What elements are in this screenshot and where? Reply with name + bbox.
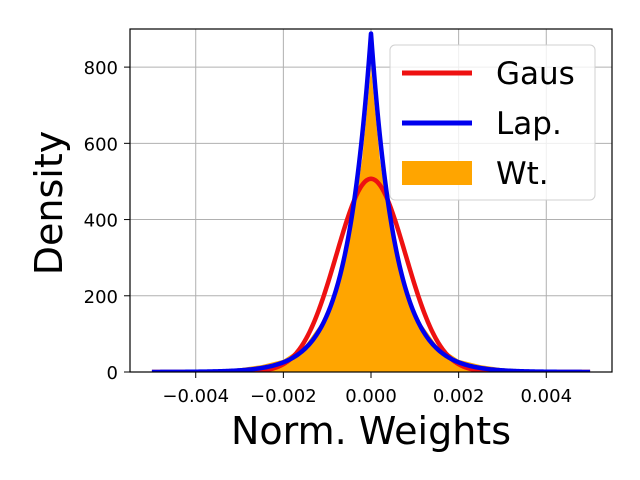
x-tick-label: −0.002 <box>250 386 317 407</box>
x-tick-label: −0.004 <box>162 386 229 407</box>
y-tick-label: 0 <box>107 363 118 384</box>
y-tick-label: 800 <box>84 58 118 79</box>
y-tick-label: 200 <box>84 287 118 308</box>
series-line-lap <box>150 31 592 372</box>
x-axis-title: Norm. Weights <box>231 409 511 453</box>
legend-swatch-wt <box>402 161 472 185</box>
legend: Gaus Lap. Wt. <box>389 44 596 201</box>
legend-label-gaus: Gaus <box>496 56 575 92</box>
x-tick-label: 0.000 <box>345 386 397 407</box>
legend-label-lap: Lap. <box>496 106 562 142</box>
y-axis-title: Density <box>27 131 71 275</box>
y-tick-label: 400 <box>84 211 118 232</box>
legend-label-wt: Wt. <box>496 156 549 192</box>
x-tick-label: 0.002 <box>433 386 485 407</box>
y-tick-label: 600 <box>84 134 118 155</box>
series-area-wt <box>151 67 591 372</box>
x-tick-label: 0.004 <box>521 386 573 407</box>
ticks: −0.004 −0.002 0.000 0.002 0.004 0 200 400 600 800 <box>84 58 572 407</box>
